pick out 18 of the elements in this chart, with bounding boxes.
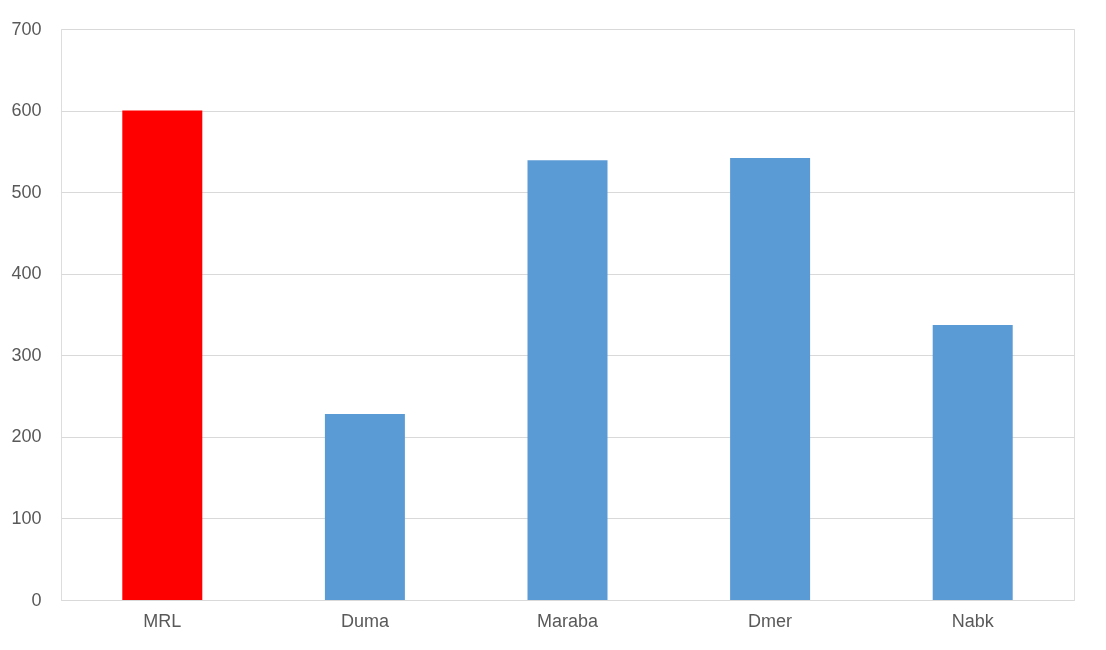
y-tick-label: 700: [11, 18, 42, 39]
y-tick-label: 400: [11, 263, 42, 284]
x-tick-label: MRL: [143, 610, 182, 631]
bar: [932, 325, 1013, 600]
bar: [122, 110, 203, 600]
bar: [324, 414, 405, 600]
bar: [527, 160, 608, 600]
bar: [730, 157, 811, 600]
y-tick-label: 0: [31, 589, 42, 610]
y-tick-label: 500: [11, 181, 42, 202]
y-tick-label: 300: [11, 344, 42, 365]
x-tick-label: Maraba: [536, 610, 599, 631]
y-tick-label: 100: [11, 507, 42, 528]
x-tick-label: Nabk: [951, 610, 995, 631]
y-tick-label: 200: [11, 426, 42, 447]
y-tick-label: 600: [11, 100, 42, 121]
x-tick-label: Dmer: [748, 610, 793, 631]
x-tick-label: Duma: [340, 610, 390, 631]
